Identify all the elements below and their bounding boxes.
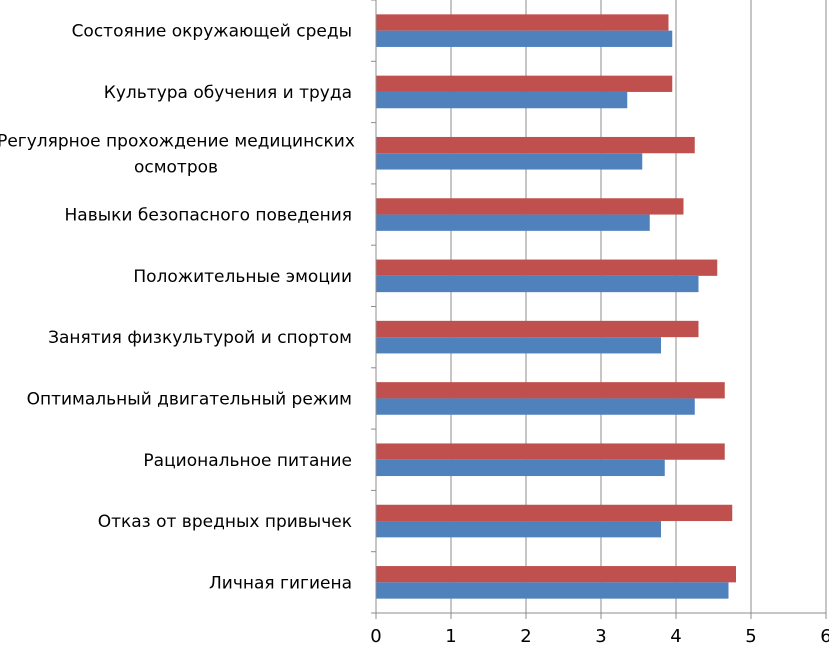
axes (371, 0, 827, 619)
x-tick-label: 3 (595, 626, 606, 647)
bar-series-1 (376, 582, 729, 599)
bar-series-2 (376, 504, 733, 522)
category-label: Положительные эмоции (133, 267, 352, 287)
x-tick-label: 2 (520, 626, 531, 647)
category-label-line: Регулярное прохождение медицинских (0, 131, 355, 151)
bar-series-2 (376, 382, 725, 399)
x-tick-label: 1 (445, 626, 456, 647)
bar-series-2 (376, 198, 684, 215)
category-labels: Личная гигиена Отказ от вредных привычек Р… (0, 22, 355, 594)
bar-series-2 (376, 136, 695, 154)
x-tick-label: 5 (745, 626, 756, 647)
bar-series-1 (376, 214, 650, 231)
category-label: Состояние окружающей среды (72, 22, 352, 42)
bar-series-1 (376, 30, 673, 47)
bar-series-2 (376, 443, 725, 460)
category-label: Оптимальный двигательный режим (27, 389, 352, 409)
category-label: Отказ от вредных привычек (98, 512, 352, 532)
category-label: Регулярное прохождение медицинских осмотр… (0, 131, 355, 177)
bar-series-2 (376, 75, 673, 92)
bar-series-1 (376, 275, 699, 293)
bar-series-1 (376, 459, 665, 477)
bar-series-2 (376, 566, 736, 583)
bar-series-2 (376, 259, 718, 276)
x-tick-labels: 0 1 2 3 4 5 6 (370, 626, 829, 647)
category-label: Рациональное питание (143, 451, 352, 471)
category-label: Личная гигиена (209, 573, 352, 593)
bar-series-1 (376, 398, 695, 415)
bar-series-1 (376, 337, 661, 354)
x-tick-label: 4 (670, 626, 681, 647)
category-label: Культура обучения и труда (104, 83, 352, 103)
x-tick-label: 6 (820, 626, 829, 647)
category-label-line: осмотров (134, 157, 218, 177)
bar-series-1 (376, 521, 661, 538)
bar-series-1 (376, 91, 628, 109)
category-label: Навыки безопасного поведения (65, 206, 352, 226)
bars (376, 14, 736, 599)
bar-series-1 (376, 153, 643, 170)
category-label: Занятия физкультурой и спортом (48, 328, 352, 348)
bar-series-2 (376, 14, 669, 31)
x-tick-label: 0 (370, 626, 381, 647)
bar-series-2 (376, 320, 699, 338)
